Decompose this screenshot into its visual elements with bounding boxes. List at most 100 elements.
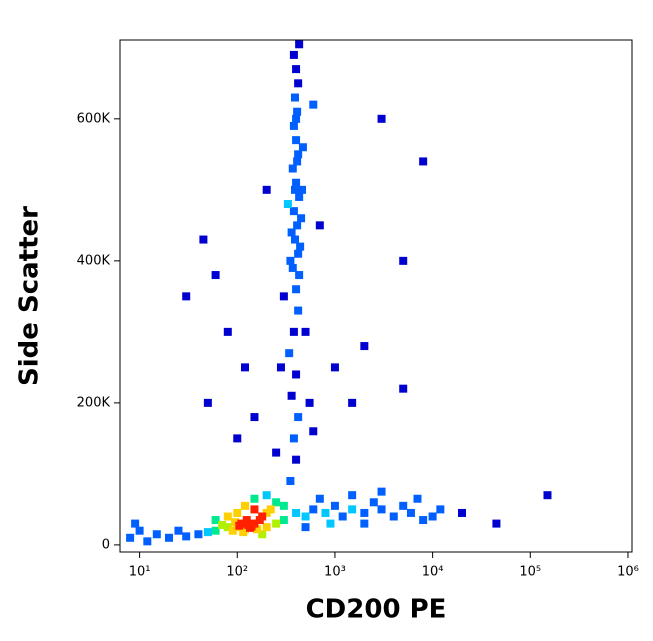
point: [301, 327, 310, 336]
point: [292, 114, 301, 123]
point: [297, 214, 306, 223]
point: [233, 434, 242, 443]
point: [182, 292, 191, 301]
point: [286, 476, 295, 485]
point: [279, 292, 288, 301]
point: [309, 427, 318, 436]
point: [287, 391, 296, 400]
y-axis-title: Side Scatter: [15, 206, 45, 386]
point: [436, 505, 445, 514]
point: [377, 487, 386, 496]
point: [309, 100, 318, 109]
point: [348, 398, 357, 407]
point: [294, 79, 303, 88]
point: [266, 505, 275, 514]
point: [241, 501, 250, 510]
point: [292, 370, 301, 379]
point: [377, 114, 386, 123]
point: [294, 249, 303, 258]
point: [241, 363, 250, 372]
point: [237, 519, 246, 528]
point: [262, 185, 271, 194]
point: [360, 342, 369, 351]
point: [244, 521, 253, 530]
x-tick-label: 10⁴: [422, 565, 444, 580]
point: [203, 398, 212, 407]
point: [301, 512, 310, 521]
x-tick-label: 10⁵: [519, 565, 541, 580]
point: [223, 523, 232, 532]
point: [182, 532, 191, 541]
point: [293, 157, 302, 166]
point: [272, 448, 281, 457]
point: [360, 519, 369, 528]
point: [289, 121, 298, 130]
point: [279, 501, 288, 510]
point: [211, 526, 220, 535]
x-tick-label: 10²: [226, 565, 248, 580]
point: [242, 516, 251, 525]
point: [262, 523, 271, 532]
point: [194, 530, 203, 539]
point: [305, 398, 314, 407]
point: [272, 519, 281, 528]
point: [292, 178, 301, 187]
point: [126, 533, 135, 542]
point: [292, 136, 301, 145]
point: [250, 494, 259, 503]
point: [458, 508, 467, 517]
y-tick-label: 0: [102, 537, 110, 552]
point: [289, 434, 298, 443]
point: [315, 221, 324, 230]
point: [295, 192, 304, 201]
point: [321, 508, 330, 517]
point: [301, 523, 310, 532]
y-tick-label: 200K: [77, 395, 111, 410]
x-axis-title: CD200 PE: [306, 595, 447, 625]
point: [406, 508, 415, 517]
point: [315, 494, 324, 503]
point: [143, 537, 152, 546]
point: [199, 235, 208, 244]
point: [288, 263, 297, 272]
point: [291, 185, 300, 194]
point: [258, 512, 267, 521]
point: [250, 519, 259, 528]
point: [295, 271, 304, 280]
point: [330, 363, 339, 372]
point: [309, 505, 318, 514]
point: [279, 516, 288, 525]
point: [419, 157, 428, 166]
point: [289, 50, 298, 59]
point: [338, 512, 347, 521]
point: [292, 65, 301, 74]
x-tick-label: 10¹: [129, 565, 151, 580]
point: [428, 512, 437, 521]
point: [250, 505, 259, 514]
point: [288, 164, 297, 173]
point: [258, 530, 267, 539]
point: [287, 228, 296, 237]
point: [291, 93, 300, 102]
point: [292, 455, 301, 464]
point: [289, 327, 298, 336]
point: [223, 327, 232, 336]
y-tick-label: 400K: [77, 253, 111, 268]
point: [276, 363, 285, 372]
point: [399, 384, 408, 393]
point: [286, 256, 295, 265]
point: [289, 207, 298, 216]
point: [239, 528, 248, 537]
point: [293, 221, 302, 230]
point: [294, 413, 303, 422]
point: [419, 516, 428, 525]
x-tick-label: 10³: [324, 565, 346, 580]
point: [272, 498, 281, 507]
point: [218, 521, 227, 530]
point: [298, 143, 307, 152]
point: [293, 107, 302, 116]
x-tick-label: 10⁶: [617, 565, 639, 580]
point: [291, 235, 300, 244]
point: [360, 508, 369, 517]
